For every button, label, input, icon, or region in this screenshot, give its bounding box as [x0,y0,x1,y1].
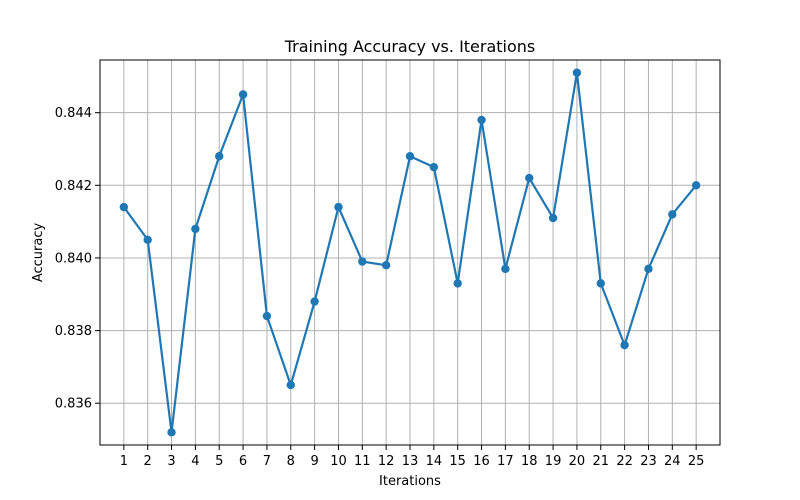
y-tick-label: 0.838 [55,324,92,339]
data-point [429,162,439,172]
data-point [405,152,415,161]
data-point [262,311,272,321]
data-point [286,380,295,390]
y-tick-label: 0.840 [55,251,92,266]
data-point [358,257,367,266]
x-tick-label: 22 [616,454,633,469]
series-group [119,68,701,437]
data-point [620,340,629,350]
data-point [453,279,462,288]
x-tick-label: 9 [310,454,318,469]
data-point [668,210,677,219]
y-tick-label: 0.842 [55,179,92,194]
y-tick-label: 0.836 [55,397,92,412]
x-tick-label: 25 [688,454,705,469]
x-tick-label: 12 [378,454,395,469]
data-point [381,261,391,270]
x-tick-label: 21 [592,454,609,469]
x-tick-label: 15 [449,454,466,469]
x-tick-label: 4 [191,454,199,469]
data-point [310,297,319,306]
x-tick-label: 1 [120,454,128,469]
x-tick-label: 6 [239,454,247,469]
x-axis: 1 2 3 4 5 6 7 8 9 10 11 12 13 14 15 16 17 18 19 20 21 22 23 24 2… [120,445,705,469]
x-tick-label: 7 [263,454,271,469]
x-tick-label: 14 [426,454,443,469]
x-tick-label: 20 [569,454,586,469]
data-point [477,115,486,125]
data-point [596,279,605,288]
x-tick-label: 13 [402,454,419,469]
x-tick-label: 5 [215,454,223,469]
data-point [525,173,534,183]
x-tick-label: 19 [545,454,562,469]
x-tick-label: 23 [640,454,657,469]
x-tick-label: 8 [287,454,295,469]
x-tick-label: 3 [167,454,175,469]
x-tick-label: 16 [473,454,490,469]
data-point [215,152,224,161]
x-tick-label: 2 [144,454,152,469]
data-point [167,428,176,437]
chart-title: Training Accuracy vs. Iterations [284,37,536,56]
data-point [644,264,653,274]
y-tick-label: 0.844 [55,106,92,121]
y-axis-title: Accuracy [31,223,46,283]
data-point [143,235,152,244]
data-point [191,224,200,234]
data-point [334,202,343,212]
x-tick-label: 24 [664,454,681,469]
data-point [238,90,248,99]
data-point [572,68,582,77]
x-tick-label: 11 [354,454,371,469]
x-tick-label: 17 [497,454,514,469]
x-axis-title: Iterations [379,474,441,489]
data-point [548,213,558,223]
data-point [691,181,701,190]
y-axis: 0.836 0.838 0.840 0.842 0.844 [55,106,100,412]
x-tick-label: 10 [330,454,347,469]
data-point [501,264,510,274]
data-point [119,202,129,212]
grid [100,60,720,445]
x-tick-label: 18 [521,454,538,469]
